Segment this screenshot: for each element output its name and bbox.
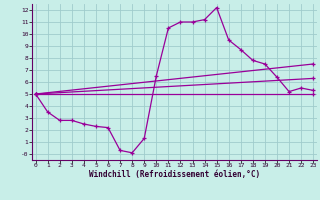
X-axis label: Windchill (Refroidissement éolien,°C): Windchill (Refroidissement éolien,°C): [89, 170, 260, 179]
